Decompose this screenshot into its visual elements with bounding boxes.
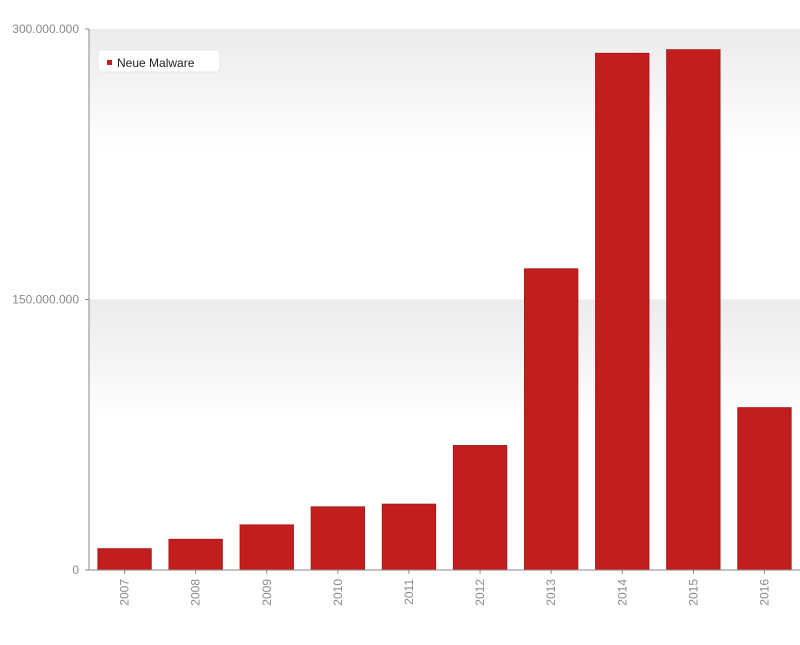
bar-2011[interactable] bbox=[381, 503, 437, 571]
x-tick-labels: 2007 2008 2009 2010 2011 2012 2013 2014 2015 2016 bbox=[118, 570, 771, 606]
bar-2013[interactable] bbox=[523, 268, 579, 571]
x-tick-label: 2008 bbox=[189, 579, 203, 606]
y-tick-label: 300.000.000 bbox=[12, 22, 79, 36]
y-tick-labels: 0 150.000.000 300.000.000 bbox=[12, 22, 89, 577]
x-tick-label: 2014 bbox=[615, 579, 629, 606]
bar-2008[interactable] bbox=[168, 538, 223, 571]
bar-2016[interactable] bbox=[737, 407, 792, 571]
x-tick-label: 2010 bbox=[331, 579, 345, 606]
x-tick-label: 2012 bbox=[473, 579, 487, 606]
bar-2007[interactable] bbox=[97, 548, 152, 571]
legend-box bbox=[97, 49, 221, 73]
x-tick-label: 2013 bbox=[544, 579, 558, 606]
bar-2010[interactable] bbox=[310, 506, 366, 571]
bars-group bbox=[97, 49, 792, 571]
bar-2014[interactable] bbox=[595, 52, 650, 571]
bar-2012[interactable] bbox=[452, 445, 508, 571]
bar-2015[interactable] bbox=[666, 49, 721, 571]
legend-swatch bbox=[107, 60, 112, 65]
x-tick-label: 2016 bbox=[757, 579, 771, 606]
legend[interactable]: Neue Malware bbox=[97, 49, 221, 73]
x-tick-label: 2007 bbox=[118, 579, 132, 606]
x-tick-label: 2009 bbox=[260, 579, 274, 606]
y-tick-label: 150.000.000 bbox=[12, 293, 79, 307]
x-tick-label: 2011 bbox=[402, 579, 416, 605]
y-tick-label: 0 bbox=[72, 563, 79, 577]
bar-2009[interactable] bbox=[239, 524, 294, 571]
legend-label: Neue Malware bbox=[117, 56, 195, 70]
x-tick-label: 2015 bbox=[686, 579, 700, 606]
